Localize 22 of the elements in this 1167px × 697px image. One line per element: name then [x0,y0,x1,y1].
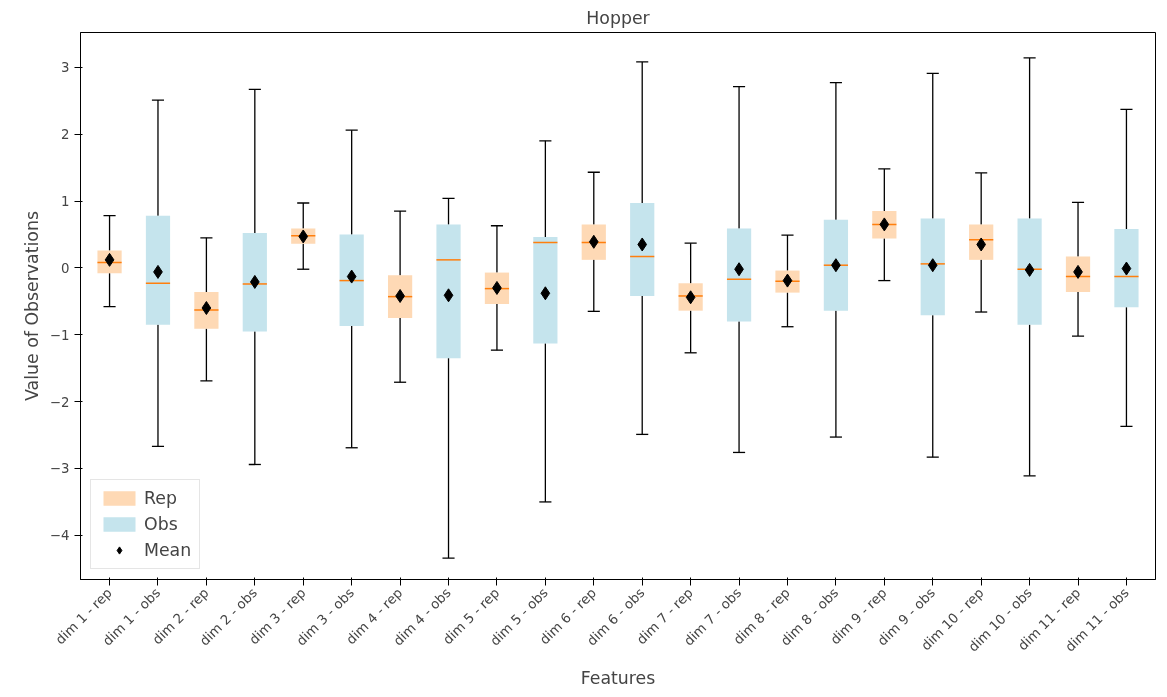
x-axis-title: Features [580,667,656,688]
point [1024,262,1035,277]
point [637,237,648,252]
point [346,269,357,284]
y-axis-title: Value of Observations [21,211,42,401]
chart-title: Hopper [586,7,651,28]
y-tick-label: −2 [49,394,70,410]
legend-label: Rep [144,488,177,508]
point [249,274,260,289]
y-tick-label: 1 [61,194,70,210]
y-tick-label: 0 [61,260,70,276]
point [1121,261,1132,276]
y-tick-label: −4 [49,528,70,544]
y-tick-label: 3 [61,60,70,76]
point [927,258,938,273]
point [540,286,551,301]
y-tick-label: 2 [61,127,70,143]
y-tick-label: −1 [49,327,70,343]
legend-label: Mean [144,540,192,560]
y-tick-label: −3 [49,461,70,477]
point [443,288,454,303]
legend-label: Obs [144,514,178,534]
